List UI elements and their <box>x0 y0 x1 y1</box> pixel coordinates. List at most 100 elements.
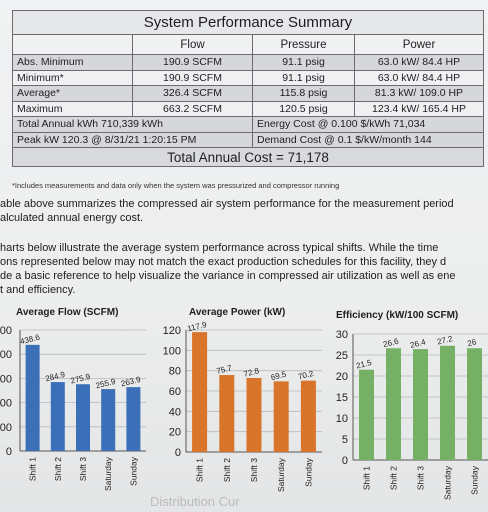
y-tick-label: 15 <box>336 392 348 404</box>
data-label: 21.5 <box>355 358 373 371</box>
y-tick-label: 30 <box>336 329 348 341</box>
pressure-cell: 120.5 psig <box>252 100 355 117</box>
data-label: 284.9 <box>44 370 66 384</box>
bar <box>76 384 90 451</box>
bar <box>219 375 235 452</box>
bar <box>192 332 208 452</box>
category-label: Shift 2 <box>53 457 63 481</box>
performance-summary-table: System Performance Summary Flow Pressure… <box>12 10 484 167</box>
y-tick-label: 80 <box>169 366 181 378</box>
data-label: 438.6 <box>19 333 41 347</box>
data-label: 26 <box>466 337 477 348</box>
paragraph-line: harts below illustrate the average syste… <box>0 242 439 254</box>
y-tick-label: 00 <box>0 422 12 434</box>
table-row: Total Annual kWh 710,339 kWh Energy Cost… <box>12 116 484 133</box>
header-pressure: Pressure <box>252 34 355 55</box>
y-tick-label: 00 <box>0 373 12 385</box>
table-row: Peak kW 120.3 @ 8/31/21 1:20:15 PM Deman… <box>12 131 484 148</box>
total-kwh-cell: Total Annual kWh 710,339 kWh <box>12 116 253 133</box>
category-label: Shift 1 <box>195 458 205 482</box>
category-label: Shift 3 <box>416 466 426 490</box>
paragraph-line: alculated annual energy cost. <box>0 212 144 224</box>
y-tick-label: 120 <box>163 325 181 337</box>
bar <box>246 377 262 452</box>
flow-cell: 190.9 SCFM <box>132 69 253 86</box>
pressure-cell: 115.8 psig <box>252 85 355 102</box>
table-row: Average* 326.4 SCFM 115.8 psig 81.3 kW/ … <box>12 85 484 102</box>
paragraph-line: able above summarizes the compressed air… <box>0 198 454 210</box>
header-flow: Flow <box>132 34 253 55</box>
bar <box>300 380 316 452</box>
y-tick-label: 00 <box>0 398 12 410</box>
flow-cell: 326.4 SCFM <box>132 85 253 102</box>
bar <box>25 344 40 451</box>
bar <box>386 348 401 460</box>
energy-cost-cell: Energy Cost @ 0.100 $/kWh 71,034 <box>252 116 484 133</box>
data-label: 275.9 <box>70 372 92 386</box>
y-tick-label: 25 <box>336 350 348 362</box>
efficiency-bar-chart: 30 25 20 15 10 5 0 21.5 Shift 1 26.6 Shift 2 26.4 Sh… <box>336 329 488 500</box>
paragraph-line: de a basic reference to help visualize t… <box>0 270 456 282</box>
y-tick-label: 5 <box>342 434 348 446</box>
bar <box>273 381 289 452</box>
header-power: Power <box>354 34 484 55</box>
table-row: Abs. Minimum 190.9 SCFM 91.1 psig 63.0 k… <box>12 54 484 71</box>
category-label: Shift 2 <box>222 458 232 482</box>
category-label: Saturday <box>103 456 113 491</box>
category-label: Saturday <box>443 465 453 500</box>
category-label: Shift 1 <box>28 457 38 481</box>
summary-title: System Performance Summary <box>12 10 484 35</box>
pressure-cell: 91.1 psig <box>252 54 355 71</box>
category-label: Saturday <box>276 457 286 492</box>
power-chart-title: Average Power (kW) <box>189 307 286 318</box>
efficiency-chart-title: Efficiency (kW/100 SCFM) <box>336 310 459 321</box>
y-tick-label: 0 <box>342 455 348 467</box>
y-tick-label: 100 <box>163 345 181 357</box>
power-bar-chart: 120 100 80 60 40 20 0 117.9 Shift 1 75.7 Shift 2 72… <box>163 320 322 492</box>
flow-cell: 190.9 SCFM <box>132 54 253 71</box>
row-label: Maximum <box>12 100 133 117</box>
bar <box>467 348 482 460</box>
power-cell: 123.4 kW/ 165.4 HP <box>354 100 484 117</box>
demand-cost-cell: Demand Cost @ 0.1 $/kW/month 144 <box>252 131 484 148</box>
table-row: Maximum 663.2 SCFM 120.5 psig 123.4 kW/ … <box>12 100 484 117</box>
flow-cell: 663.2 SCFM <box>132 100 253 117</box>
header-blank <box>12 34 133 55</box>
paragraph-1: able above summarizes the compressed air… <box>0 197 454 225</box>
flow-chart-title: Average Flow (SCFM) <box>16 307 119 318</box>
summary-header-row: Flow Pressure Power <box>12 34 484 55</box>
bar <box>101 389 116 451</box>
category-label: Sunday <box>303 457 313 487</box>
faded-watermark-text: Distribution Cur <box>150 494 240 509</box>
y-tick-label: 60 <box>169 386 181 398</box>
row-label: Minimum* <box>12 69 133 86</box>
table-footnote: *Includes measurements and data only whe… <box>12 181 340 190</box>
y-tick-label: 0 <box>6 446 12 458</box>
paragraph-line: ons represented below may not match the … <box>0 256 447 268</box>
category-label: Sunday <box>470 465 480 495</box>
table-row: Minimum* 190.9 SCFM 91.1 psig 63.0 kW/ 8… <box>12 69 484 86</box>
peak-kw-cell: Peak kW 120.3 @ 8/31/21 1:20:15 PM <box>12 131 253 148</box>
data-label: 70.2 <box>297 369 315 382</box>
data-label: 27.2 <box>436 334 454 347</box>
pressure-cell: 91.1 psig <box>252 69 355 86</box>
y-tick-label: 20 <box>169 427 181 439</box>
paragraph-2: harts below illustrate the average syste… <box>0 241 456 297</box>
y-tick-label: 10 <box>336 413 348 425</box>
data-label: 26.6 <box>382 336 400 349</box>
power-cell: 81.3 kW/ 109.0 HP <box>354 85 484 102</box>
data-label: 263.9 <box>120 375 142 389</box>
bar <box>413 349 428 460</box>
data-label: 72.8 <box>243 366 261 379</box>
data-label: 75.7 <box>216 363 234 376</box>
y-tick-label: 00 <box>0 349 12 361</box>
data-label: 26.4 <box>409 337 427 350</box>
category-label: Sunday <box>128 456 138 486</box>
y-tick-label: 00 <box>0 325 12 337</box>
paragraph-line: t and efficiency. <box>0 284 76 296</box>
bar <box>359 369 374 460</box>
category-label: Shift 2 <box>389 466 399 490</box>
row-label: Abs. Minimum <box>12 54 133 71</box>
